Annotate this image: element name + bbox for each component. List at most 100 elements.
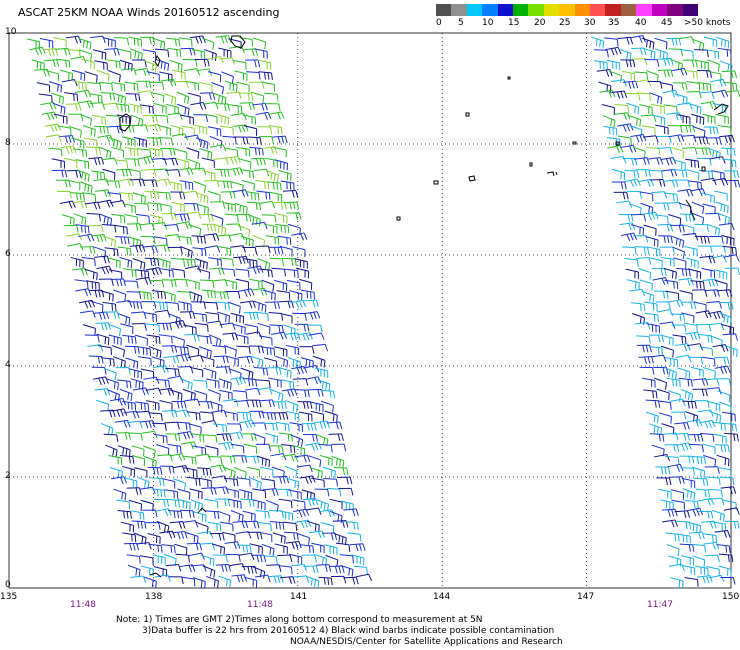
legend-swatch-12 bbox=[620, 4, 637, 16]
wind-barb bbox=[666, 112, 683, 121]
wind-barb bbox=[145, 522, 161, 530]
legend-swatch-1 bbox=[451, 4, 467, 16]
wind-barb bbox=[39, 38, 54, 49]
wind-barb bbox=[136, 148, 152, 158]
wind-barb bbox=[243, 125, 258, 136]
wind-barb bbox=[115, 432, 131, 440]
wind-barb bbox=[130, 575, 147, 583]
wind-barb bbox=[282, 190, 299, 198]
wind-barb bbox=[706, 137, 722, 145]
wind-barb bbox=[639, 191, 654, 202]
wind-barb bbox=[154, 498, 170, 507]
legend-tick-2: 10 bbox=[482, 18, 494, 28]
wind-barb bbox=[191, 301, 207, 310]
wind-barb bbox=[221, 71, 234, 84]
wind-barb bbox=[68, 125, 82, 138]
wind-barb bbox=[163, 553, 177, 566]
wind-barb bbox=[257, 59, 272, 70]
wind-barb bbox=[92, 376, 109, 385]
wind-barb bbox=[198, 213, 214, 222]
wind-barb bbox=[189, 366, 204, 378]
wind-barb bbox=[111, 82, 126, 92]
wind-barb bbox=[298, 411, 313, 422]
wind-barb bbox=[351, 554, 365, 566]
wind-barb bbox=[204, 179, 220, 188]
wind-barb bbox=[620, 59, 636, 68]
wind-barb bbox=[722, 333, 739, 341]
wind-barb bbox=[194, 258, 208, 270]
wind-barb bbox=[624, 178, 641, 188]
wind-barb bbox=[129, 178, 146, 187]
wind-barb bbox=[302, 497, 319, 507]
wind-barb bbox=[296, 532, 310, 545]
wind-barb bbox=[672, 169, 688, 178]
wind-barb bbox=[203, 367, 217, 380]
wind-barb bbox=[241, 179, 255, 191]
wind-barb bbox=[194, 58, 210, 67]
wind-barb bbox=[176, 103, 190, 116]
wind-barb bbox=[216, 234, 232, 243]
wind-barb bbox=[314, 367, 329, 378]
wind-barb bbox=[202, 565, 216, 578]
wind-barb bbox=[174, 543, 188, 555]
wind-barb bbox=[112, 345, 125, 358]
lat-label-2: 2 bbox=[5, 471, 11, 481]
island-outline bbox=[468, 175, 476, 182]
wind-barb bbox=[226, 223, 242, 232]
wind-barb bbox=[304, 311, 321, 320]
wind-barb bbox=[154, 574, 171, 582]
wind-barb bbox=[168, 509, 183, 519]
legend-tick-3: 15 bbox=[508, 18, 520, 28]
wind-barb bbox=[297, 401, 313, 409]
wind-barb bbox=[230, 510, 244, 523]
wind-barb bbox=[107, 192, 122, 202]
wind-barb bbox=[252, 102, 268, 111]
wind-barb bbox=[347, 532, 362, 542]
wind-barb bbox=[285, 540, 302, 550]
wind-barb bbox=[249, 278, 263, 289]
wind-barb bbox=[722, 422, 738, 432]
wind-barb bbox=[225, 355, 239, 367]
wind-barb bbox=[663, 192, 679, 202]
wind-barb bbox=[81, 257, 96, 267]
wind-barb bbox=[213, 486, 229, 495]
wind-barb bbox=[166, 112, 183, 120]
wind-barb bbox=[98, 82, 114, 91]
wind-barb bbox=[299, 346, 315, 354]
island-outline bbox=[685, 199, 696, 221]
wind-barb bbox=[172, 465, 189, 473]
time-label-1: 11:48 bbox=[70, 600, 96, 610]
wind-barb bbox=[108, 455, 123, 466]
wind-barb bbox=[274, 279, 288, 291]
wind-barb bbox=[110, 146, 125, 158]
wind-barb bbox=[59, 135, 75, 144]
wind-barb bbox=[173, 80, 189, 89]
wind-barb bbox=[131, 322, 147, 331]
wind-barb bbox=[634, 246, 650, 255]
wind-barb bbox=[143, 312, 158, 322]
wind-barb bbox=[75, 288, 92, 297]
wind-barb bbox=[708, 574, 725, 583]
wind-barb bbox=[208, 389, 221, 402]
note-line-2: 3)Data buffer is 22 hrs from 20160512 4)… bbox=[142, 626, 555, 636]
wind-barb bbox=[70, 256, 84, 268]
wind-barb bbox=[122, 203, 137, 214]
wind-barb bbox=[186, 411, 201, 421]
wind-barb bbox=[258, 531, 273, 542]
wind-barb bbox=[129, 244, 146, 253]
wind-barb bbox=[173, 409, 190, 418]
wind-barb bbox=[88, 224, 104, 233]
wind-barb bbox=[329, 498, 343, 510]
wind-barb bbox=[310, 401, 324, 413]
wind-barb bbox=[681, 477, 696, 489]
wind-barb bbox=[204, 498, 219, 509]
wind-barb bbox=[92, 114, 106, 125]
wind-barb bbox=[696, 147, 712, 156]
wind-barb bbox=[714, 444, 730, 453]
wind-barb bbox=[316, 499, 330, 512]
wind-barb bbox=[113, 92, 127, 105]
wind-barb bbox=[224, 80, 238, 93]
wind-barb bbox=[682, 400, 697, 409]
wind-barb bbox=[625, 268, 639, 280]
wind-barb bbox=[156, 191, 172, 201]
